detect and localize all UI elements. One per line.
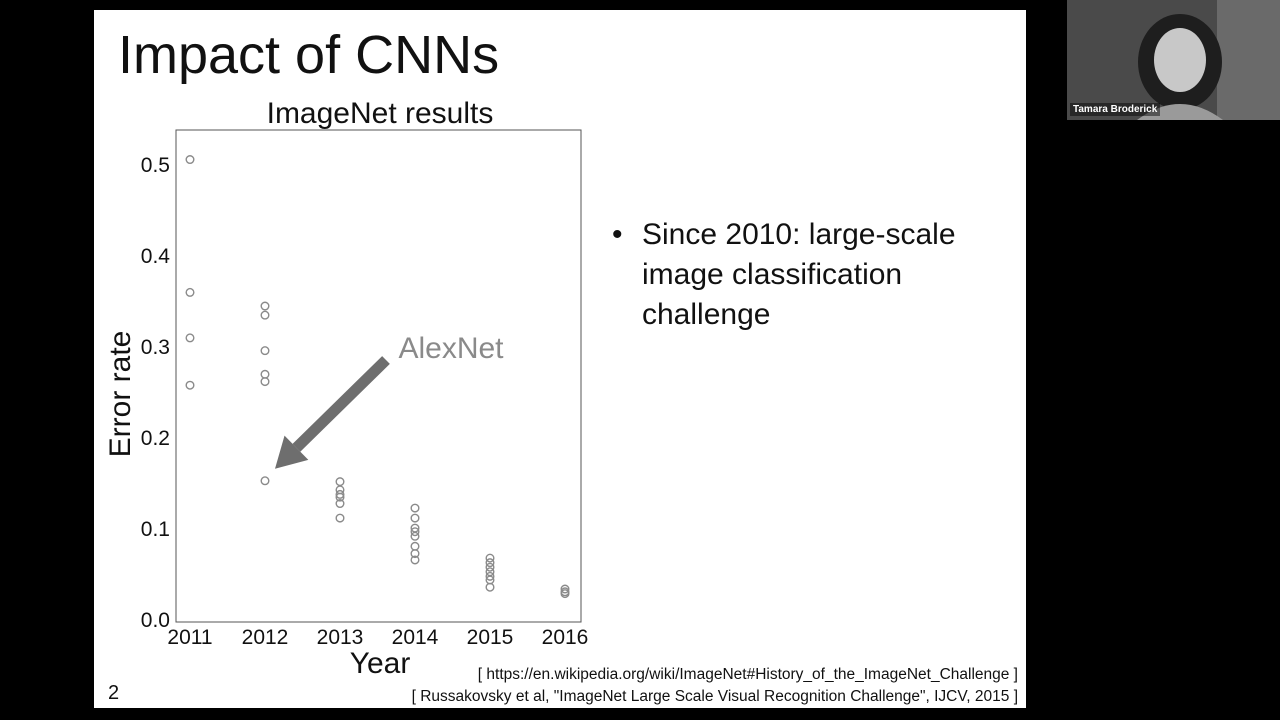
y-tick-label: 0.0 (141, 609, 170, 632)
data-point (485, 571, 495, 581)
data-point (410, 541, 420, 551)
slide-number: 2 (108, 682, 120, 704)
plot-frame (175, 129, 582, 623)
slide: ImageNet results 0.0 0.1 0.2 0.3 0.4 0.5 2011… (94, 10, 1026, 708)
slide-title: Impact of CNNs (118, 25, 500, 85)
data-point (260, 369, 270, 379)
annotation-arrow (292, 356, 390, 452)
y-axis-ticks: 0.0 0.1 0.2 0.3 0.4 0.5 (141, 154, 171, 632)
data-point (410, 513, 420, 523)
reference-paper: [ Russakovsky et al, "ImageNet Large Sca… (411, 688, 1018, 705)
x-tick-label: 2014 (392, 626, 439, 649)
alexnet-annotation: AlexNet (275, 332, 504, 469)
data-point (335, 492, 345, 502)
x-tick-label: 2012 (242, 626, 289, 649)
x-tick-label: 2013 (317, 626, 364, 649)
data-point (335, 477, 345, 487)
y-tick-label: 0.4 (141, 245, 171, 268)
x-tick-label: 2016 (542, 626, 589, 649)
chart-title: ImageNet results (267, 97, 494, 130)
data-point (410, 549, 420, 559)
y-tick-label: 0.5 (141, 154, 170, 177)
y-tick-label: 0.1 (141, 518, 170, 541)
participant-video-image (1067, 0, 1280, 120)
y-tick-label: 0.2 (141, 427, 170, 450)
data-point (560, 589, 570, 599)
data-point (335, 499, 345, 509)
data-point (410, 503, 420, 513)
annotation-label: AlexNet (398, 332, 504, 365)
x-tick-label: 2015 (467, 626, 514, 649)
x-axis-label: Year (350, 647, 411, 680)
data-point (560, 584, 570, 594)
data-point (410, 555, 420, 565)
data-point (260, 310, 270, 320)
x-tick-label: 2011 (167, 626, 212, 649)
reference-wikipedia: [ https://en.wikipedia.org/wiki/ImageNet… (477, 666, 1018, 683)
data-point (260, 301, 270, 311)
data-point (335, 489, 345, 499)
data-point (185, 333, 195, 343)
scatter-chart: ImageNet results 0.0 0.1 0.2 0.3 0.4 0.5 2011… (104, 97, 588, 680)
data-point (485, 582, 495, 592)
data-point (485, 553, 495, 563)
data-point (185, 380, 195, 390)
data-point (485, 558, 495, 568)
data-point (260, 346, 270, 356)
bullet-marker: • (612, 218, 623, 251)
participant-name: Tamara Broderick (1070, 103, 1161, 116)
y-axis-label: Error rate (104, 331, 137, 458)
y-tick-label: 0.3 (141, 336, 170, 359)
data-point (335, 513, 345, 523)
data-point (410, 531, 420, 541)
data-point (260, 377, 270, 387)
participant-video-tile[interactable]: Tamara Broderick (1067, 0, 1280, 120)
bullet-text: Since 2010: large-scale image classifica… (642, 218, 956, 331)
data-point (485, 562, 495, 572)
data-point (185, 287, 195, 297)
data-point (260, 476, 270, 486)
data-point (410, 527, 420, 537)
data-points (185, 155, 570, 599)
data-point (185, 155, 195, 165)
annotation-arrow-head (275, 435, 309, 469)
x-axis-ticks: 2011 2012 2013 2014 2015 2016 (167, 626, 588, 649)
